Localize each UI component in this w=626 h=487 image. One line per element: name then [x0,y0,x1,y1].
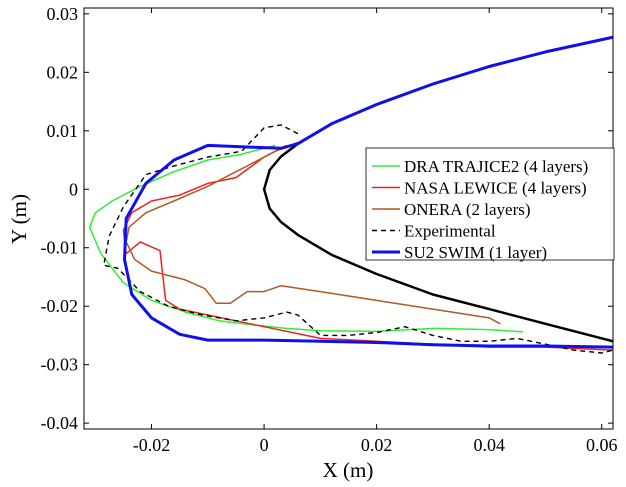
y-tick-label: -0.02 [41,296,79,316]
y-tick-label: -0.04 [41,413,79,433]
x-tick-label: 0.04 [473,435,505,455]
legend-label: DRA TRAJICE2 (4 layers) [404,157,588,176]
legend-label: SU2 SWIM (1 layer) [404,243,547,262]
x-tick-label: 0 [260,435,269,455]
y-tick-label: 0 [69,179,78,199]
x-axis-label: X (m) [323,458,374,482]
y-tick-label: 0.03 [47,4,79,24]
x-tick-label: 0.06 [586,435,618,455]
series-line-experimental [102,124,613,354]
y-axis-label: Y (m) [7,194,31,244]
legend-box [365,147,615,261]
y-tick-label: 0.02 [47,62,79,82]
series-line-dra-trajice2-4-layers [88,144,524,333]
legend-label: Experimental [404,222,496,241]
x-tick-label: 0.02 [361,435,393,455]
y-tick-label: 0.01 [47,121,79,141]
y-tick-label: -0.03 [41,355,79,375]
series-line-onera-2-layers [125,141,501,325]
series-line-su2-swim-1-layer [123,35,613,349]
plot-area [88,35,613,354]
y-tick-label: -0.01 [41,238,79,258]
legend-label: ONERA (2 layers) [404,200,531,219]
axis-ticks: -0.02 0 0.02 0.04 0.06 0.03 0.02 0.01 0 -0.01 -0.0… [41,4,618,455]
x-tick-label: -0.02 [133,435,171,455]
legend: DRA TRAJICE2 (4 layers) NASA LEWICE (4 la… [365,147,615,262]
legend-label: NASA LEWICE (4 layers) [404,179,587,198]
